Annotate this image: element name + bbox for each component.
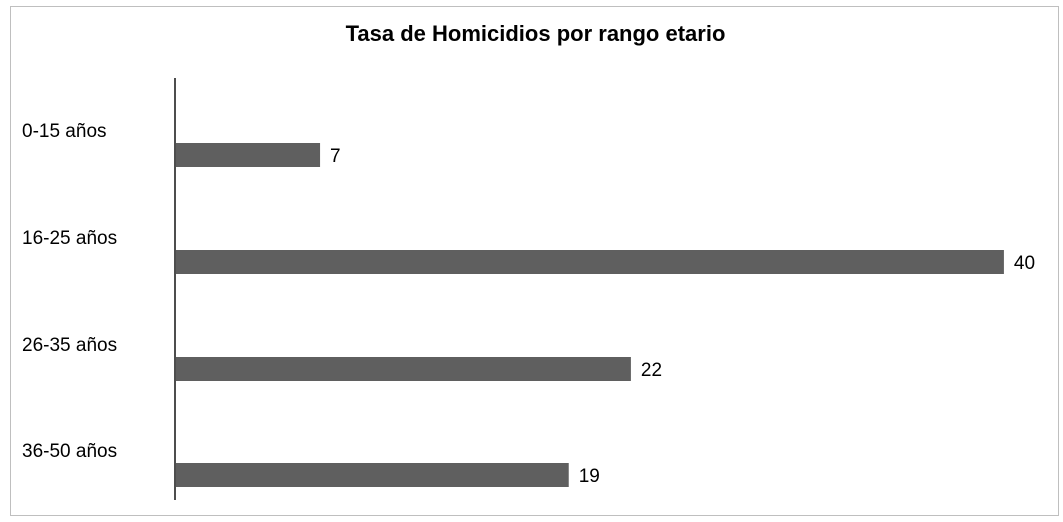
category-label-0: 0-15 años: [22, 121, 107, 142]
bar-3: [175, 463, 569, 487]
bar-2: [175, 357, 631, 381]
data-label-2: 22: [641, 360, 662, 381]
data-label-0: 7: [330, 146, 341, 167]
bar-0: [175, 143, 321, 167]
category-label-1: 16-25 años: [22, 228, 117, 249]
data-label-1: 40: [1014, 253, 1035, 274]
category-label-2: 26-35 años: [22, 335, 117, 356]
chart-title: Tasa de Homicidios por rango etario: [345, 21, 726, 46]
bar-1: [175, 250, 1004, 274]
data-label-3: 19: [579, 466, 600, 487]
category-label-3: 36-50 años: [22, 441, 117, 462]
